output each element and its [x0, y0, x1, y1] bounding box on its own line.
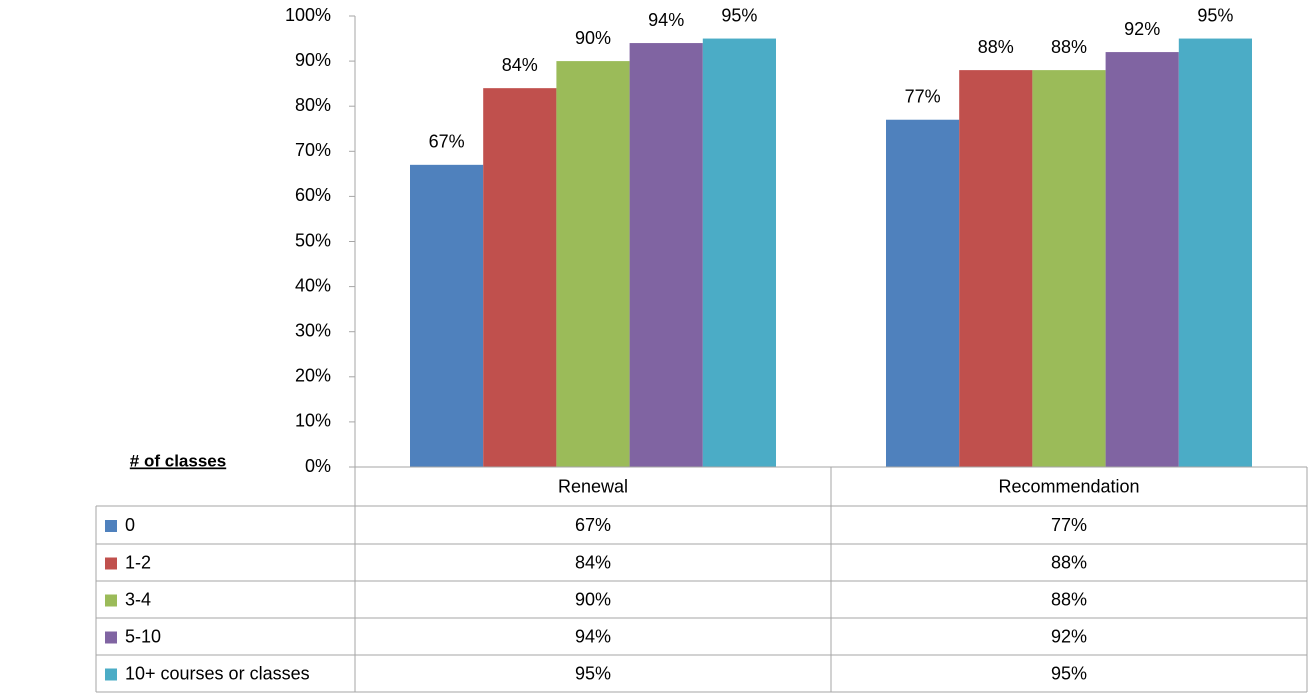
bar — [556, 61, 630, 467]
legend-swatch — [105, 668, 117, 681]
table-cell: 95% — [1051, 663, 1087, 683]
table-cell: 88% — [1051, 552, 1087, 572]
y-tick-label: 90% — [295, 50, 331, 70]
legend-label: 10+ courses or classes — [125, 663, 310, 683]
data-label: 95% — [1197, 5, 1233, 25]
bar — [886, 119, 960, 467]
data-label: 77% — [905, 86, 941, 106]
bar — [410, 164, 484, 467]
y-tick-label: 100% — [285, 5, 331, 25]
y-tick-label: 80% — [295, 95, 331, 115]
data-label: 94% — [648, 10, 684, 30]
table-cell: 90% — [575, 589, 611, 609]
bar — [702, 38, 776, 468]
data-label: 95% — [721, 5, 757, 25]
table-cell: 77% — [1051, 515, 1087, 535]
legend-label: 0 — [125, 515, 135, 535]
table-cell: 67% — [575, 515, 611, 535]
bar — [483, 88, 557, 467]
table-cell: 94% — [575, 626, 611, 646]
data-label: 88% — [1051, 37, 1087, 57]
data-label: 67% — [429, 132, 465, 152]
y-tick-label: 0% — [305, 456, 331, 476]
data-label: 90% — [575, 28, 611, 48]
y-tick-label: 60% — [295, 185, 331, 205]
data-label: 92% — [1124, 19, 1160, 39]
bar — [629, 43, 703, 468]
bar — [1178, 38, 1252, 468]
legend-swatch — [105, 594, 117, 607]
data-label: 88% — [978, 37, 1014, 57]
bar — [1032, 70, 1106, 468]
legend-swatch — [105, 520, 117, 532]
legend-title: # of classes — [130, 451, 226, 470]
y-tick-label: 40% — [295, 275, 331, 295]
legend-swatch — [105, 557, 117, 570]
x-tick-label: Renewal — [558, 476, 628, 496]
legend-label: 5-10 — [125, 626, 161, 646]
legend-label: 1-2 — [125, 552, 151, 572]
y-tick-label: 30% — [295, 320, 331, 340]
table-cell: 95% — [575, 663, 611, 683]
bar — [1105, 52, 1179, 468]
data-label: 84% — [502, 55, 538, 75]
y-tick-label: 10% — [295, 411, 331, 431]
legend-label: 3-4 — [125, 589, 151, 609]
table-cell: 84% — [575, 552, 611, 572]
y-tick-label: 20% — [295, 366, 331, 386]
legend-swatch — [105, 631, 117, 644]
x-tick-label: Recommendation — [998, 476, 1139, 496]
table-cell: 88% — [1051, 589, 1087, 609]
table-cell: 92% — [1051, 626, 1087, 646]
y-tick-label: 50% — [295, 230, 331, 250]
bar — [959, 70, 1033, 468]
y-tick-label: 70% — [295, 140, 331, 160]
